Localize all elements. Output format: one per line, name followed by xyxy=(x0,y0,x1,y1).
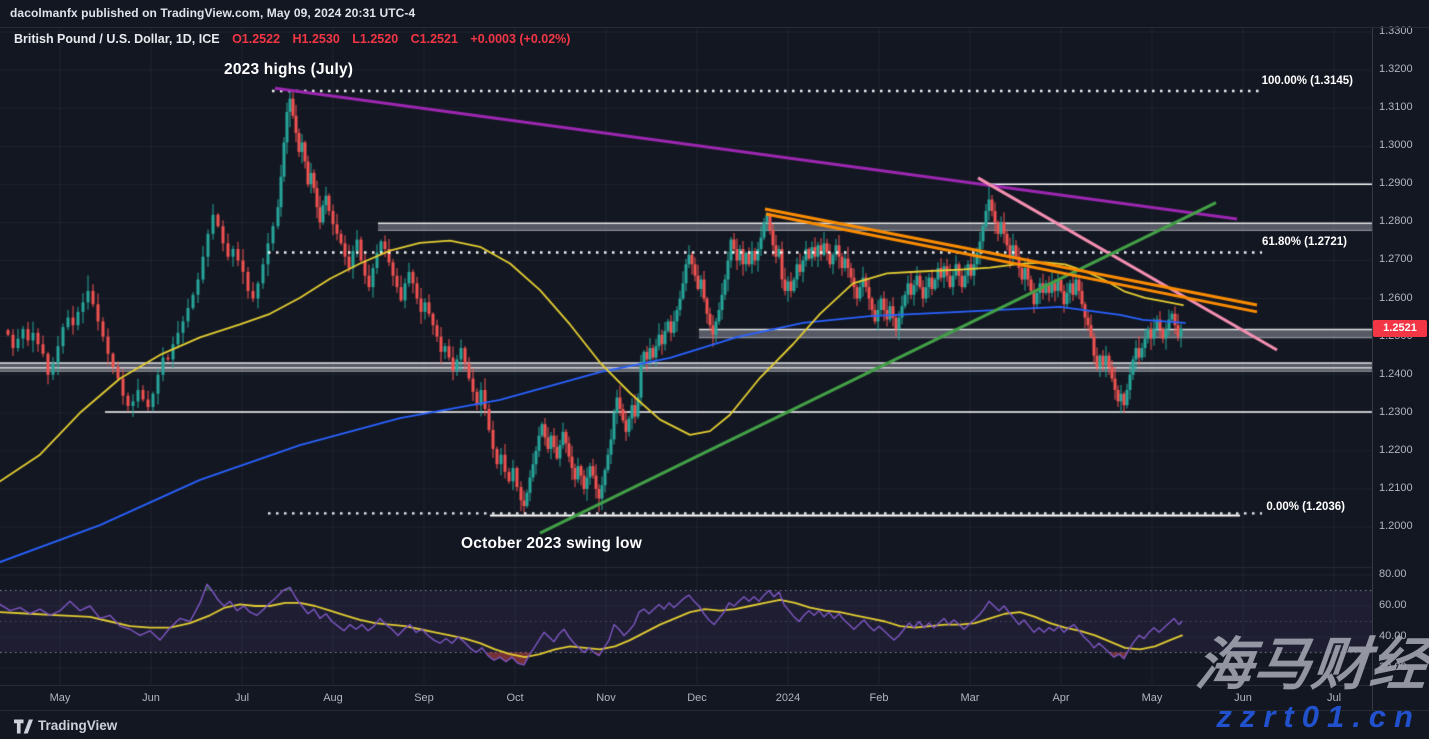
ohlc-change: +0.0003 (+0.02%) xyxy=(470,32,571,46)
ohlc-open: O1.2522 xyxy=(232,32,281,46)
price-axis-tick: 1.3100 xyxy=(1379,101,1413,114)
time-axis-label: Feb xyxy=(869,692,889,704)
price-axis-tick: 1.3000 xyxy=(1379,139,1413,152)
publish-bar: dacolmanfx published on TradingView.com,… xyxy=(0,0,1429,28)
ohlc-low: L1.2520 xyxy=(352,32,399,46)
price-axis-tick: 1.2600 xyxy=(1379,291,1413,304)
publish-attribution: dacolmanfx published on TradingView.com,… xyxy=(10,6,416,20)
time-axis-label: Nov xyxy=(596,692,616,704)
time-axis-label: 2024 xyxy=(775,692,801,704)
ohlc-close: C1.2521 xyxy=(410,32,458,46)
price-axis-tick: 1.2200 xyxy=(1379,443,1413,456)
price-axis-tick: 1.3200 xyxy=(1379,63,1413,76)
rsi-axis-tick: 60.00 xyxy=(1379,599,1407,611)
time-axis-label: May xyxy=(49,692,71,704)
rsi-axis-tick: 40.00 xyxy=(1379,630,1407,642)
tradingview-brand-link[interactable]: TradingView xyxy=(38,718,118,733)
time-axis-label: May xyxy=(1141,692,1163,704)
time-axis[interactable]: May Jun Jul Aug Sep Oct Nov Dec 2024 Feb Mar Apr May… xyxy=(0,685,1372,711)
rsi-axis-tick: 20.00 xyxy=(1379,661,1407,673)
annotation-label: October 2023 swing low xyxy=(461,535,642,552)
fib-level-label: 0.00% (1.2036) xyxy=(1266,501,1345,513)
footer-bar: TradingView xyxy=(0,710,1429,739)
symbol-legend[interactable]: British Pound / U.S. Dollar, 1D, ICE O1.… xyxy=(14,32,579,46)
watermark-url-text: zzrt01.cn xyxy=(1216,699,1421,734)
price-axis-tick: 1.2400 xyxy=(1379,367,1413,380)
time-axis-label: Jul xyxy=(1326,692,1342,704)
time-axis-label: Jun xyxy=(142,692,160,704)
price-axis-tick: 1.3300 xyxy=(1379,25,1413,37)
watermark-cn-text: 海马财经 xyxy=(1192,633,1429,697)
ohlc-high: H1.2530 xyxy=(292,32,340,46)
price-axis-tick: 1.2900 xyxy=(1379,177,1413,190)
price-axis[interactable]: 1.3300 1.3200 1.3100 1.3000 1.2900 1.2800 1.27… xyxy=(1372,25,1429,710)
time-axis-label: Jun xyxy=(1234,692,1252,704)
fib-level-label: 61.80% (1.2721) xyxy=(1261,236,1347,248)
symbol-title: British Pound / U.S. Dollar, 1D, ICE xyxy=(14,32,220,46)
time-axis-label: Sep xyxy=(414,692,434,704)
fib-level-label: 100.00% (1.3145) xyxy=(1261,75,1353,87)
time-axis-label: Dec xyxy=(687,692,707,704)
time-axis-label: Oct xyxy=(506,692,524,704)
tradingview-logo-icon[interactable] xyxy=(14,719,33,739)
time-axis-label: Apr xyxy=(1052,692,1070,704)
rsi-axis-tick: 80.00 xyxy=(1379,568,1407,580)
price-axis-tick: 1.2100 xyxy=(1379,481,1413,494)
price-axis-tick: 1.2800 xyxy=(1379,215,1413,228)
time-axis-label: Aug xyxy=(323,692,343,704)
last-price-badge: 1.2521 xyxy=(1373,319,1427,337)
time-axis-label: Mar xyxy=(960,692,980,704)
price-axis-tick: 1.2300 xyxy=(1379,405,1413,418)
annotation-label: 2023 highs (July) xyxy=(224,61,354,78)
price-axis-tick: 1.2000 xyxy=(1379,520,1413,533)
time-axis-label: Jul xyxy=(234,692,250,704)
price-axis-tick: 1.2700 xyxy=(1379,253,1413,266)
